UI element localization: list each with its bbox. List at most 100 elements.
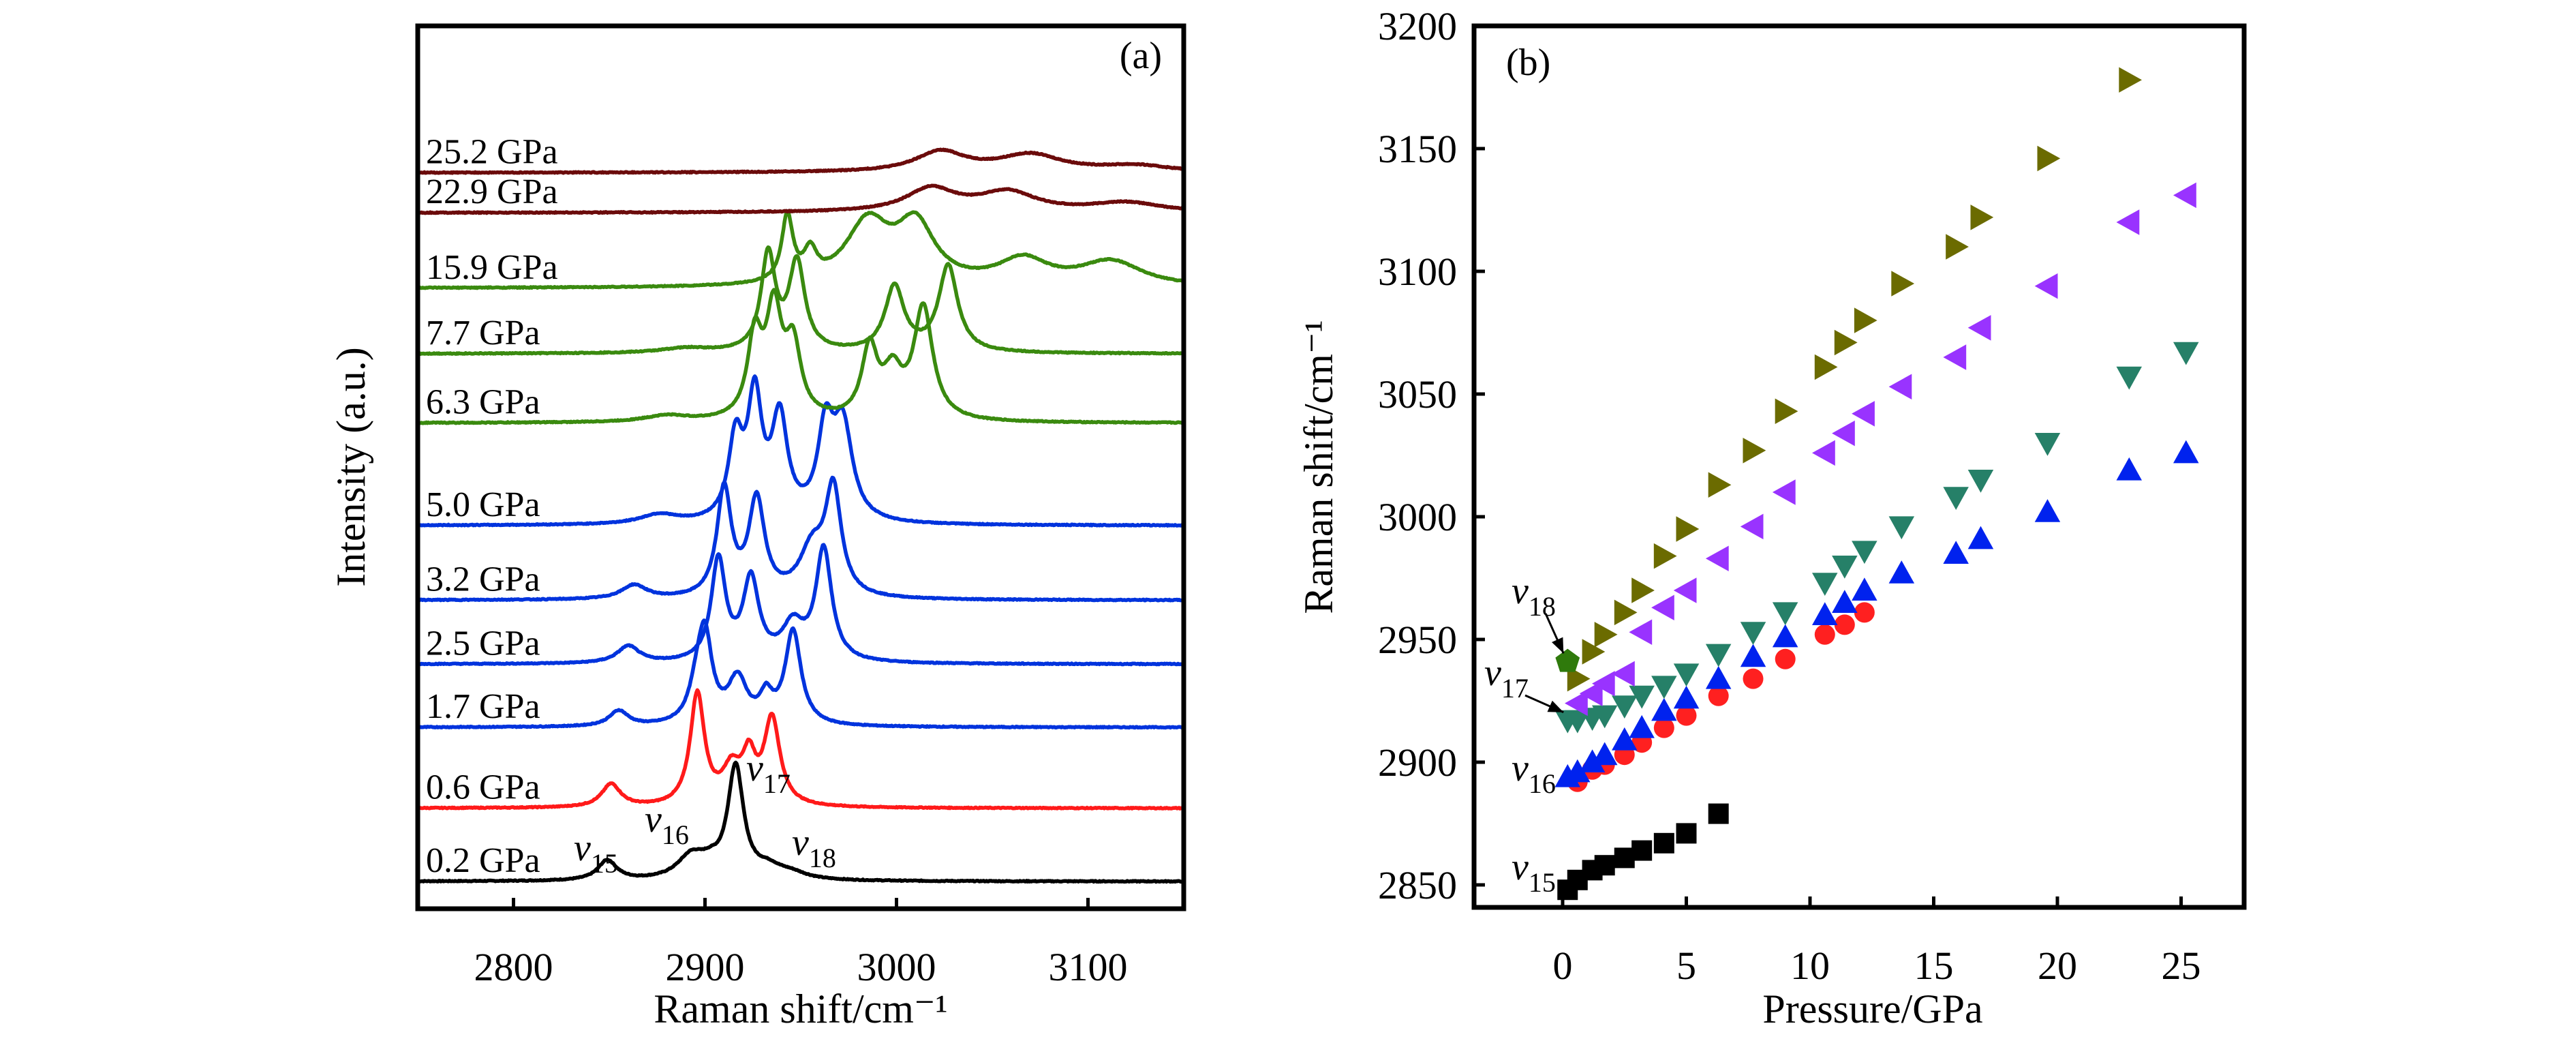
panel-a-frame: [415, 23, 1186, 911]
data-point-triangle-up: [1579, 749, 1606, 772]
data-point-triangle-up: [2116, 457, 2142, 481]
data-point-square: [1708, 803, 1729, 824]
b-x-tick-label: 0: [1553, 944, 1573, 988]
b-y-tick-label: 3200: [1378, 4, 1457, 48]
data-point-circle: [1708, 685, 1729, 706]
spectrum-trace-0-6-gpa: [416, 688, 1185, 811]
panel-a-xlabel: Raman shift/cm⁻¹: [654, 986, 947, 1031]
a-x-tick-label: 3000: [857, 945, 936, 989]
mode-subscript: 16: [1529, 768, 1556, 799]
b-x-tick-label: 15: [1914, 944, 1954, 988]
data-point-triangle-right: [1582, 639, 1606, 665]
data-point-triangle-up: [1943, 541, 1969, 564]
data-point-square: [1614, 847, 1635, 869]
panel-b-scatter: 0 5 10 15 20 25 2850 2900 2950 3000 3050 3100 3150 3…: [1296, 4, 2247, 1031]
data-point-circle: [1676, 705, 1697, 726]
data-point-triangle-down: [1943, 487, 1969, 510]
data-point-triangle-right: [1743, 438, 1766, 464]
mode-label-v18: v18: [1512, 570, 1556, 622]
spectrum-trace-2-5-gpa: [416, 543, 1185, 667]
b-x-tick-label: 20: [2038, 944, 2077, 988]
panel-b-ylabel: Raman shift/cm⁻¹: [1296, 320, 1341, 614]
data-point-triangle-up: [1740, 644, 1766, 667]
b-y-tick-label: 3050: [1378, 372, 1457, 417]
pressure-label: 1.7 GPa: [426, 687, 540, 726]
panel-a-spectra: 2800 2900 3000 3100 0.2 GPa 0.6 GPa 1.7 GPa 2.…: [328, 23, 1186, 1031]
mode-symbol: v: [1512, 846, 1529, 888]
data-point-triangle-down: [1832, 556, 1858, 579]
mode-label-v16: v16: [645, 798, 689, 850]
panel-b-xlabel: Pressure/GPa: [1762, 986, 1982, 1031]
mode-subscript: 18: [1529, 591, 1556, 622]
b-y-tick-label: 2900: [1378, 740, 1457, 785]
data-point-triangle-up: [1565, 759, 1591, 783]
data-point-triangle-left: [1579, 680, 1603, 706]
b-x-tick-label: 25: [2162, 944, 2201, 988]
data-point-triangle-up: [1592, 742, 1618, 766]
data-point-circle: [1743, 668, 1764, 689]
data-point-triangle-left: [1888, 374, 1912, 399]
spectrum-trace-22-9-gpa: [416, 183, 1185, 215]
pressure-label: 5.0 GPa: [426, 485, 540, 524]
b-y-tick-label: 2850: [1378, 863, 1457, 907]
data-point-triangle-right: [1834, 329, 1858, 356]
pressure-label: 0.2 GPa: [426, 841, 540, 880]
data-point-triangle-right: [1653, 543, 1677, 569]
data-point-triangle-right: [2119, 67, 2142, 93]
b-x-tick-label: 5: [1676, 944, 1696, 988]
b-y-ticks: 2850 2900 2950 3000 3050 3100 3150 3200: [1378, 4, 1485, 907]
data-point-triangle-left: [1832, 420, 1855, 447]
spectrum-trace-3-2-gpa: [416, 475, 1185, 603]
spectrum-trace-0-2-gpa: [416, 760, 1185, 884]
data-point-triangle-down: [2173, 342, 2199, 365]
a-x-tick-label: 3100: [1049, 945, 1128, 989]
b-x-ticks: 0 5 10 15 20 25: [1553, 896, 2201, 988]
data-point-triangle-up: [1673, 685, 1700, 709]
data-point-triangle-down: [1740, 622, 1766, 645]
b-x-tick-label: 10: [1790, 944, 1830, 988]
data-point-circle: [1653, 717, 1674, 738]
data-point-triangle-left: [1612, 661, 1635, 687]
mode-symbol: v: [1512, 747, 1529, 789]
data-point-triangle-right: [1775, 398, 1798, 424]
pressure-label: 15.9 GPa: [426, 248, 558, 287]
a-x-tick-label: 2800: [474, 945, 553, 989]
mode-subscript: 17: [1501, 673, 1529, 704]
data-point-triangle-right: [1567, 665, 1591, 692]
data-point-circle: [1834, 614, 1855, 635]
data-point-triangle-down: [1612, 695, 1638, 719]
a-x-ticks: 2800 2900 3000 3100: [474, 898, 1128, 989]
mode-subscript: 16: [662, 819, 689, 850]
panel-a-tag: (a): [1120, 35, 1162, 77]
data-point-triangle-down: [1967, 470, 1994, 493]
data-point-square: [1676, 823, 1697, 844]
data-point-triangle-left: [1592, 671, 1615, 697]
data-point-square: [1653, 832, 1674, 854]
pressure-label: 7.7 GPa: [426, 314, 540, 352]
data-point-triangle-down: [1705, 644, 1732, 667]
data-point-triangle-down: [1651, 676, 1677, 699]
data-point-triangle-right: [1814, 354, 1838, 380]
data-point-triangle-up: [2034, 499, 2061, 522]
spectrum-trace-5-0-gpa: [416, 374, 1185, 528]
data-point-triangle-right: [1631, 577, 1655, 603]
data-point-triangle-left: [2173, 182, 2196, 209]
data-point-triangle-left: [1740, 513, 1764, 540]
data-point-triangle-left: [1629, 619, 1653, 645]
arrowhead-icon: [1552, 637, 1564, 654]
data-point-triangle-down: [2116, 366, 2142, 390]
data-point-triangle-up: [1629, 714, 1655, 738]
b-y-tick-label: 3100: [1378, 250, 1457, 294]
data-point-pentagon: [1555, 648, 1580, 672]
data-point-triangle-left: [1812, 440, 1835, 466]
data-point-triangle-up: [1812, 602, 1838, 625]
data-point-triangle-right: [1676, 516, 1700, 542]
data-point-triangle-up: [1612, 727, 1638, 751]
spectrum-trace-7-7-gpa: [416, 245, 1185, 356]
mode-label-v15: v15: [574, 827, 618, 879]
data-point-triangle-right: [1708, 472, 1732, 498]
data-point-triangle-left: [1943, 344, 1967, 370]
mode-symbol: v: [746, 747, 763, 789]
